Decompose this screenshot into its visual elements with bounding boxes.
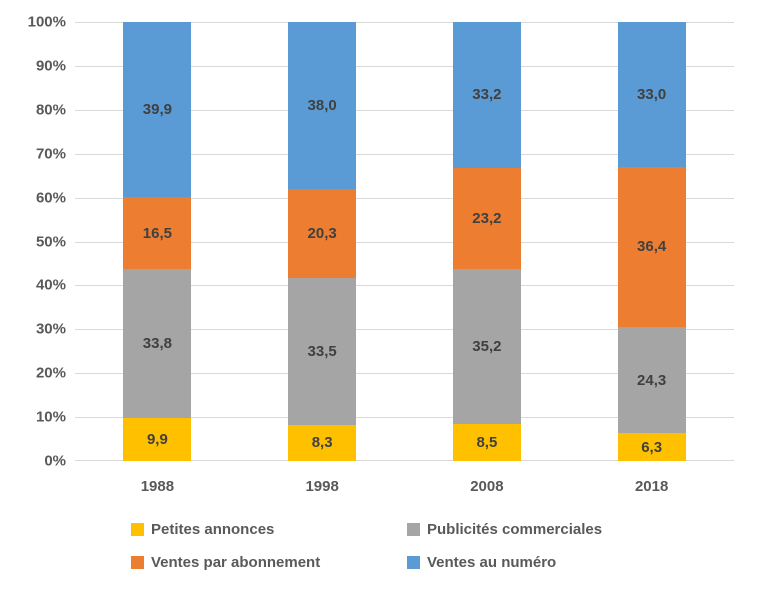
- data-label: 39,9: [142, 101, 172, 119]
- gridline: [75, 241, 734, 243]
- legend-item: Ventes au numéro: [407, 554, 602, 571]
- bar-2018: 6,3 24,3 36,4 33,0: [617, 22, 686, 461]
- x-tick-label: 1988: [140, 478, 175, 495]
- plot-area: 9,9 33,8 16,5 39,9 8,3 33,5 20,3 38,0 8,5 35,2 23,…: [75, 22, 734, 461]
- legend-swatch: [407, 556, 420, 569]
- y-tick-label: 40%: [35, 276, 66, 294]
- gridline: [75, 460, 734, 461]
- x-tick-label: 2018: [634, 478, 669, 495]
- y-tick-label: 60%: [35, 189, 66, 207]
- bar-segment: 9,9: [123, 417, 192, 461]
- gridline: [75, 109, 734, 111]
- legend-swatch: [131, 523, 144, 536]
- gridline: [75, 22, 734, 23]
- data-label: 23,2: [472, 210, 502, 227]
- data-label: 9,9: [146, 430, 168, 448]
- y-tick-label: 10%: [35, 408, 66, 426]
- bar-segment: 23,2: [452, 167, 521, 270]
- x-tick-label: 2008: [470, 478, 504, 495]
- y-tick-label: 50%: [35, 233, 66, 250]
- gridlines: [75, 22, 734, 461]
- bar-1998: 8,3 33,5 20,3 38,0: [288, 22, 357, 461]
- bar-1988: 9,9 33,8 16,5 39,9: [123, 22, 192, 461]
- bar-segment: 33,5: [288, 277, 357, 425]
- gridline: [75, 65, 734, 67]
- data-label: 33,5: [307, 342, 337, 360]
- bar-segment: 39,9: [123, 22, 192, 198]
- data-label: 35,2: [472, 338, 502, 356]
- data-label: 33,8: [142, 334, 172, 352]
- data-label: 24,3: [637, 371, 667, 389]
- legend-item: Petites annonces: [131, 521, 407, 538]
- data-label: 20,3: [307, 224, 337, 242]
- bar-segment: 8,5: [452, 423, 521, 461]
- bar-segment: 33,8: [123, 269, 192, 418]
- y-tick-label: 0%: [44, 452, 66, 470]
- bar-segment: 6,3: [617, 433, 686, 461]
- bar-segment: 16,5: [123, 197, 192, 270]
- gridline: [75, 285, 734, 287]
- data-label: 33,2: [472, 86, 502, 104]
- legend-swatch: [407, 523, 420, 536]
- legend: Petites annonces Publicités commerciales V…: [131, 521, 602, 571]
- x-tick-label: 1998: [305, 478, 339, 495]
- legend-item: Ventes par abonnement: [131, 554, 407, 571]
- bar-segment: 38,0: [288, 22, 357, 189]
- legend-label: Ventes au numéro: [427, 554, 557, 571]
- data-label: 8,3: [311, 434, 333, 452]
- y-tick-label: 80%: [35, 101, 66, 119]
- gridline: [75, 373, 734, 375]
- bar-segment: 8,3: [288, 424, 357, 461]
- gridline: [75, 197, 734, 199]
- data-label: 16,5: [142, 224, 172, 242]
- gridline: [75, 153, 734, 155]
- legend-swatch: [131, 556, 144, 569]
- bar-2008: 8,5 35,2 23,2 33,2: [452, 22, 521, 461]
- bar-segment: 35,2: [452, 269, 521, 424]
- data-label: 6,3: [641, 438, 663, 456]
- bars: 9,9 33,8 16,5 39,9 8,3 33,5 20,3 38,0 8,5 35,2 23,…: [75, 22, 734, 461]
- bar-segment: 33,2: [452, 22, 521, 168]
- y-axis: 0% 10% 20% 30% 40% 50% 60% 70% 80% 90% 100%: [0, 15, 66, 469]
- data-label: 38,0: [307, 96, 337, 114]
- y-tick-label: 100%: [27, 13, 66, 31]
- legend-label: Petites annonces: [151, 521, 275, 538]
- data-label: 36,4: [637, 238, 667, 256]
- y-tick-label: 30%: [35, 320, 66, 338]
- x-axis: 1988 1998 2008 2018: [75, 478, 734, 500]
- legend-item: Publicités commerciales: [407, 521, 602, 538]
- bar-segment: 33,0: [617, 22, 686, 167]
- gridline: [75, 329, 734, 331]
- y-tick-label: 90%: [35, 57, 66, 75]
- gridline: [75, 417, 734, 419]
- bar-segment: 24,3: [617, 326, 686, 434]
- data-label: 33,0: [637, 85, 667, 103]
- y-tick-label: 20%: [35, 364, 66, 382]
- legend-label: Ventes par abonnement: [151, 554, 321, 571]
- bar-segment: 20,3: [288, 188, 357, 278]
- data-label: 8,5: [476, 433, 498, 451]
- y-tick-label: 70%: [35, 145, 66, 163]
- legend-label: Publicités commerciales: [427, 521, 603, 538]
- bar-segment: 36,4: [617, 166, 686, 327]
